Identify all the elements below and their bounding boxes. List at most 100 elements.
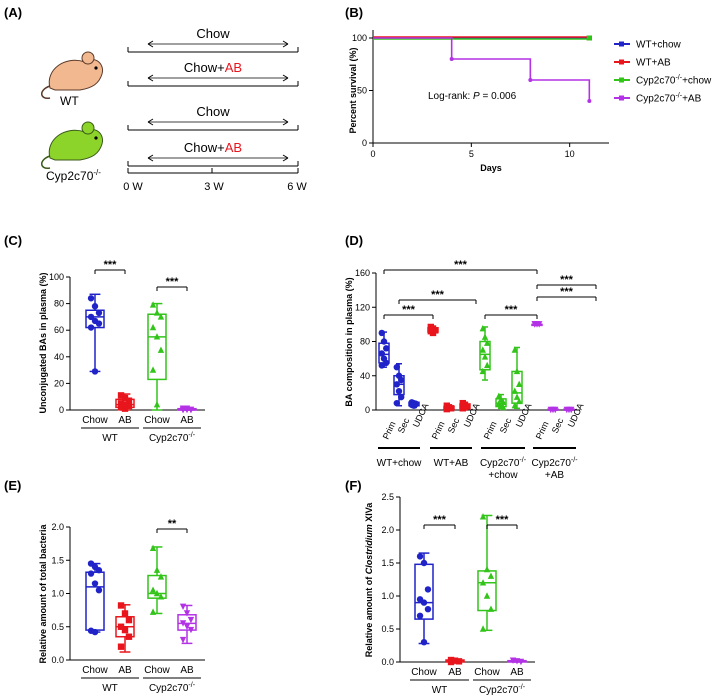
- y-tick-label: 2.5: [381, 492, 394, 502]
- panel-label-d: (D): [345, 233, 363, 248]
- data-point: [179, 603, 187, 610]
- data-point: [479, 346, 486, 353]
- data-point: [393, 399, 400, 407]
- data-point: [511, 346, 518, 353]
- data-point: [483, 592, 491, 599]
- y-axis-label: BA composition in plasma (%): [344, 277, 354, 406]
- group-label: WT: [102, 433, 118, 444]
- data-point: [87, 570, 95, 577]
- data-point: [420, 599, 428, 606]
- data-point: [536, 321, 543, 328]
- data-point: [459, 405, 466, 412]
- data-point: [455, 658, 463, 665]
- x-tick-label: 5: [469, 149, 474, 159]
- data-point: [179, 406, 187, 414]
- y-tick-label: 80: [54, 299, 64, 309]
- y-tick-label: 0.5: [381, 624, 394, 634]
- significance-label: **: [168, 518, 177, 530]
- timeline-row-arrowhead: [147, 40, 154, 48]
- data-point: [95, 320, 103, 327]
- x-tick-label: 0: [370, 149, 375, 159]
- data-point: [153, 589, 161, 597]
- box-body: [479, 340, 491, 371]
- y-tick-label: 1.5: [51, 555, 64, 565]
- y-tick-label: 2.0: [381, 525, 394, 535]
- y-tick-label: 80: [360, 337, 370, 347]
- data-point: [157, 573, 165, 580]
- data-point: [125, 616, 133, 624]
- group-label: WT: [102, 683, 118, 694]
- data-point: [516, 397, 523, 405]
- data-point: [479, 513, 487, 520]
- data-point: [179, 620, 187, 627]
- y-axis-label: Percent survival (%): [348, 47, 358, 133]
- category-label: AB: [118, 415, 132, 426]
- category-label: UDCA: [566, 401, 586, 428]
- mouse-ko-icon: [41, 121, 104, 169]
- significance-label: ***: [560, 286, 574, 298]
- data-point: [149, 323, 157, 331]
- group-label: Cyp2c70-/-: [149, 432, 196, 444]
- timeline-row-arrowhead: [282, 154, 289, 162]
- data-point: [117, 404, 125, 411]
- data-point: [479, 579, 487, 586]
- timeline-row-arrowhead: [147, 74, 154, 82]
- timeline-rows: Chow Chow+AB Chow Chow+AB: [127, 26, 299, 167]
- data-point: [125, 402, 133, 410]
- data-point: [398, 393, 405, 401]
- data-point: [513, 393, 521, 400]
- data-point: [95, 586, 103, 594]
- data-point: [125, 397, 133, 404]
- data-point: [117, 392, 125, 399]
- data-point: [447, 658, 455, 666]
- y-tick-label: 120: [355, 302, 370, 312]
- group-label: Cyp2c70-/-: [149, 682, 196, 694]
- category-label: Prim: [482, 420, 499, 441]
- data-point: [429, 329, 437, 337]
- data-point: [420, 639, 428, 646]
- data-point: [484, 339, 491, 346]
- data-point: [149, 366, 157, 373]
- data-point: [121, 401, 129, 408]
- significance-label: ***: [402, 304, 416, 316]
- timeline-3w: 3 W: [204, 181, 224, 193]
- y-tick-label: 2.0: [51, 522, 64, 532]
- data-point: [149, 608, 157, 615]
- survival-point: [449, 57, 454, 61]
- category-label: Chow: [82, 415, 108, 426]
- box-body: [147, 313, 167, 381]
- y-tick-label: 40: [54, 352, 64, 362]
- y-tick-label: 0.5: [51, 622, 64, 632]
- category-label: Prim: [430, 420, 447, 441]
- y-tick-label: 0: [59, 405, 64, 415]
- data-point: [91, 303, 99, 310]
- y-axis-label: Relative amount of Clostridium XIVa: [364, 502, 374, 658]
- legend-label: Cyp2c70-/-+chow: [636, 75, 712, 87]
- timeline-row-arrowhead: [147, 154, 154, 162]
- legend-label: WT+chow: [636, 40, 682, 51]
- y-tick-label: 100: [352, 33, 367, 43]
- data-point: [395, 387, 403, 395]
- legend-swatch-marker: [619, 59, 624, 65]
- data-point: [500, 403, 507, 411]
- mouse-ko-label: Cyp2c70: [46, 169, 94, 183]
- legend-swatch-marker: [619, 77, 624, 83]
- data-point: [410, 402, 418, 409]
- data-point: [157, 593, 165, 600]
- data-point: [378, 350, 385, 357]
- data-point: [511, 387, 518, 394]
- y-tick-label: 1.5: [381, 558, 394, 568]
- category-label: Sec: [396, 416, 412, 435]
- data-point: [125, 633, 133, 640]
- data-point: [117, 602, 125, 609]
- data-point: [511, 402, 518, 409]
- svg-text:Cyp2c70-/-: Cyp2c70-/-: [46, 168, 101, 183]
- data-point: [121, 405, 129, 412]
- data-point: [153, 400, 161, 408]
- timeline-row-label: Chow: [196, 104, 230, 119]
- group-label-line2: +chow: [488, 470, 518, 481]
- data-point: [121, 626, 129, 634]
- data-point: [481, 353, 489, 360]
- timeline-6w: 6 W: [287, 181, 307, 193]
